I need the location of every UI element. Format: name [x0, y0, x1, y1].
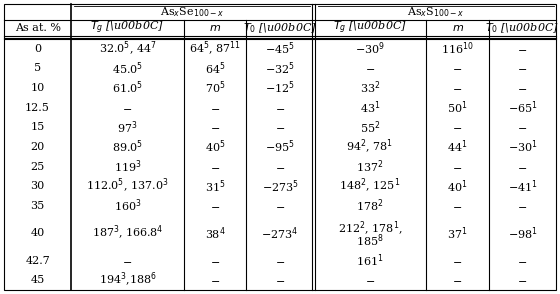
Text: 178$^2$: 178$^2$: [356, 198, 384, 214]
Text: 15: 15: [30, 122, 45, 132]
Text: $-$: $-$: [275, 162, 285, 172]
Text: $-$98$^1$: $-$98$^1$: [507, 225, 538, 242]
Text: As$_x$S$_{100-x}$: As$_x$S$_{100-x}$: [407, 5, 464, 19]
Text: 45: 45: [30, 275, 45, 285]
Text: 0: 0: [34, 44, 41, 54]
Text: 119$^3$: 119$^3$: [114, 158, 141, 175]
Text: 32.0$^5$, 44$^7$: 32.0$^5$, 44$^7$: [99, 40, 156, 58]
Text: $-$: $-$: [275, 103, 285, 113]
Text: $-$: $-$: [123, 103, 133, 113]
Text: $-$65$^1$: $-$65$^1$: [507, 99, 538, 116]
Text: 137$^2$: 137$^2$: [356, 158, 384, 175]
Text: 89.0$^5$: 89.0$^5$: [112, 139, 143, 155]
Text: 43$^1$: 43$^1$: [360, 99, 380, 116]
Text: $-$: $-$: [517, 83, 528, 93]
Text: $-$32$^5$: $-$32$^5$: [265, 60, 295, 77]
Text: $-$41$^1$: $-$41$^1$: [507, 178, 538, 195]
Text: $-$: $-$: [517, 275, 528, 285]
Text: $-$273$^4$: $-$273$^4$: [262, 225, 298, 242]
Text: $-$: $-$: [517, 122, 528, 132]
Text: $-$: $-$: [210, 162, 220, 172]
Text: 187$^3$, 166.8$^4$: 187$^3$, 166.8$^4$: [92, 224, 164, 242]
Text: $-$: $-$: [517, 162, 528, 172]
Text: $-$: $-$: [452, 162, 463, 172]
Text: $-$30$^1$: $-$30$^1$: [507, 139, 538, 155]
Text: 31$^5$: 31$^5$: [205, 178, 225, 195]
Text: 45.0$^5$: 45.0$^5$: [112, 60, 143, 77]
Text: 61.0$^5$: 61.0$^5$: [112, 80, 143, 96]
Text: 20: 20: [30, 142, 45, 152]
Text: 44$^1$: 44$^1$: [447, 139, 468, 155]
Text: 160$^3$: 160$^3$: [114, 198, 141, 214]
Text: $T_g$ [\u00b0C]: $T_g$ [\u00b0C]: [91, 20, 165, 36]
Text: 38$^4$: 38$^4$: [205, 225, 226, 242]
Text: 50$^1$: 50$^1$: [447, 99, 468, 116]
Text: $m$: $m$: [451, 23, 464, 33]
Text: 64$^5$, 87$^{11}$: 64$^5$, 87$^{11}$: [189, 40, 241, 58]
Text: $T_0$ [\u00b0C]: $T_0$ [\u00b0C]: [486, 21, 559, 35]
Text: $-$: $-$: [210, 275, 220, 285]
Text: 64$^5$: 64$^5$: [205, 60, 225, 77]
Text: $-$: $-$: [123, 255, 133, 265]
Text: $-$: $-$: [517, 201, 528, 211]
Text: $-$30$^9$: $-$30$^9$: [355, 41, 385, 57]
Text: $T_g$ [\u00b0C]: $T_g$ [\u00b0C]: [333, 20, 407, 36]
Text: 25: 25: [30, 162, 45, 172]
Text: $-$: $-$: [517, 255, 528, 265]
Text: 194$^3$,188$^6$: 194$^3$,188$^6$: [99, 271, 156, 289]
Text: $-$: $-$: [452, 83, 463, 93]
Text: $-$: $-$: [275, 275, 285, 285]
Text: As at. %: As at. %: [15, 23, 60, 33]
Text: $T_0$ [\u00b0C]: $T_0$ [\u00b0C]: [243, 21, 317, 35]
Text: $-$273$^5$: $-$273$^5$: [262, 178, 298, 195]
Text: 12.5: 12.5: [25, 103, 50, 113]
Text: 148$^2$, 125$^1$: 148$^2$, 125$^1$: [339, 177, 400, 196]
Text: $-$12$^5$: $-$12$^5$: [265, 80, 295, 96]
Text: 42.7: 42.7: [25, 255, 50, 265]
Text: $-$: $-$: [452, 275, 463, 285]
Text: $-$: $-$: [210, 122, 220, 132]
Text: $-$45$^5$: $-$45$^5$: [265, 41, 295, 57]
Text: $-$: $-$: [452, 201, 463, 211]
Text: 116$^{10}$: 116$^{10}$: [441, 41, 474, 57]
Text: $-$: $-$: [517, 64, 528, 74]
Text: $-$: $-$: [210, 255, 220, 265]
Text: $-$: $-$: [275, 201, 285, 211]
Text: 40$^5$: 40$^5$: [205, 139, 225, 155]
Text: 161$^1$: 161$^1$: [356, 252, 384, 269]
Text: $-$: $-$: [365, 275, 375, 285]
Text: 40$^1$: 40$^1$: [447, 178, 468, 195]
Text: 112.0$^5$, 137.0$^3$: 112.0$^5$, 137.0$^3$: [86, 177, 169, 196]
Text: 37$^1$: 37$^1$: [447, 225, 468, 242]
Text: $-$: $-$: [452, 64, 463, 74]
Text: 5: 5: [34, 64, 41, 74]
Text: 55$^2$: 55$^2$: [360, 119, 380, 136]
Text: As$_x$Se$_{100-x}$: As$_x$Se$_{100-x}$: [160, 5, 223, 19]
Text: 35: 35: [30, 201, 45, 211]
Text: 70$^5$: 70$^5$: [205, 80, 225, 96]
Text: $-$: $-$: [275, 255, 285, 265]
Text: $-$: $-$: [452, 122, 463, 132]
Text: $-$: $-$: [210, 103, 220, 113]
Text: $m$: $m$: [209, 23, 221, 33]
Text: $-$: $-$: [365, 64, 375, 74]
Text: $-$: $-$: [517, 44, 528, 54]
Text: 212$^2$, 178$^1$,: 212$^2$, 178$^1$,: [338, 220, 402, 238]
Text: 97$^3$: 97$^3$: [117, 119, 138, 136]
Text: 33$^2$: 33$^2$: [360, 80, 380, 96]
Text: 94$^2$, 78$^1$: 94$^2$, 78$^1$: [347, 138, 394, 156]
Text: 185$^8$: 185$^8$: [356, 233, 384, 249]
Text: $-$: $-$: [210, 201, 220, 211]
Text: 30: 30: [30, 181, 45, 191]
Text: $-$: $-$: [452, 255, 463, 265]
Text: $-$: $-$: [275, 122, 285, 132]
Text: 40: 40: [30, 228, 45, 238]
Text: 10: 10: [30, 83, 45, 93]
Text: $-$95$^5$: $-$95$^5$: [265, 139, 295, 155]
